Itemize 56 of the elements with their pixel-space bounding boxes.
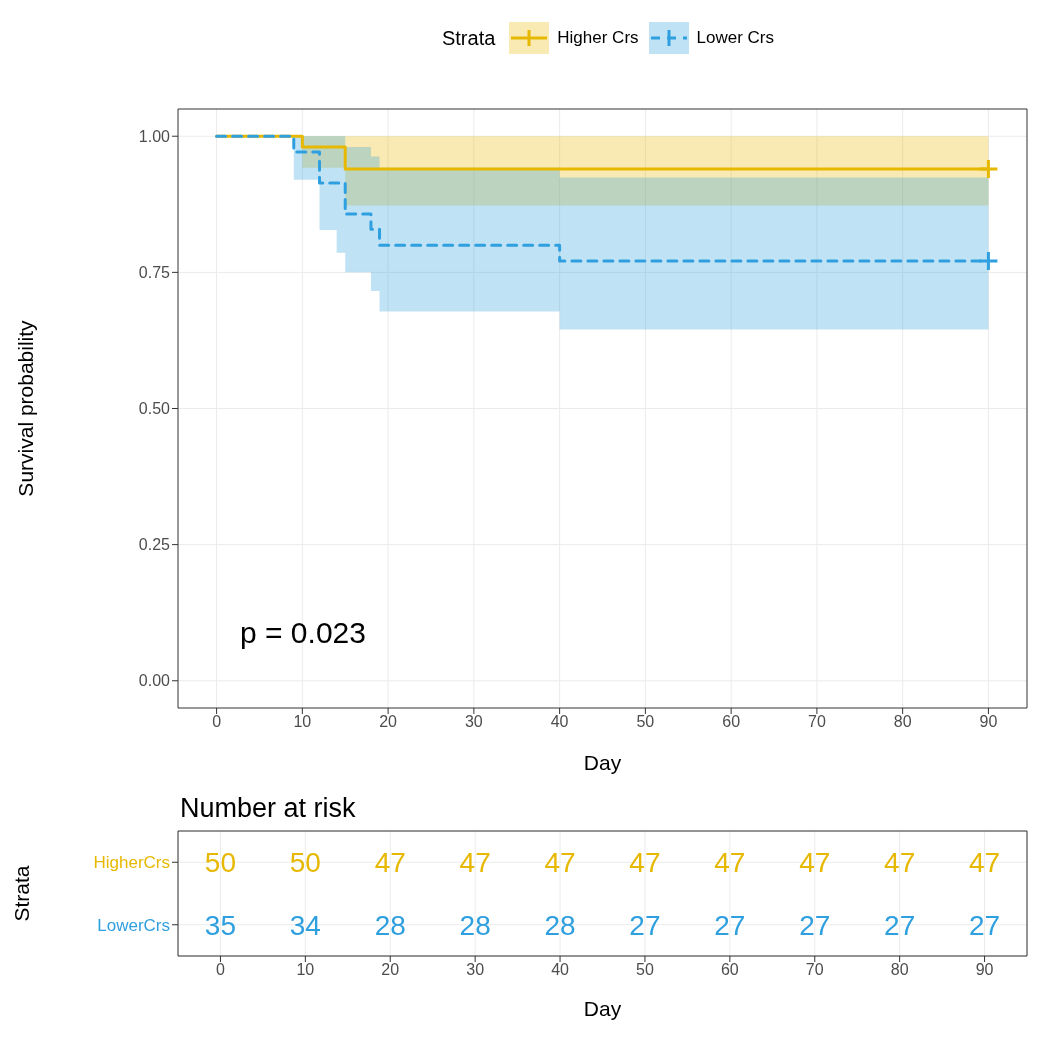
x-tick-label: 0 [212,713,222,731]
x-tick-label: 50 [636,961,654,979]
y-tick-label: 0.00 [138,672,171,690]
data-label: 28 [459,909,491,941]
x-tick-label: 40 [551,961,570,979]
y-axis-title: Survival probability [14,319,38,497]
data-label: 47 [884,847,916,879]
legend-label: Lower Crs [696,28,775,48]
legend-title: Strata [441,26,496,50]
data-label: 27 [968,909,1001,941]
x-tick-label: 30 [466,961,485,979]
x-tick-label: 80 [890,961,909,979]
y-tick-label: HigherCrs [93,853,170,873]
x-tick-label: 70 [805,961,824,979]
x-axis-title: Day [583,751,622,774]
data-label: 50 [289,847,321,879]
data-label: 47 [374,847,406,879]
data-label: 50 [204,847,237,879]
y-tick-label: LowerCrs [97,915,170,935]
annotation: p = 0.023 [240,616,366,650]
chart-title: Number at risk [179,792,357,825]
x-tick-label: 50 [636,713,655,731]
x-tick-label: 80 [893,713,912,731]
x-tick-label: 90 [979,713,998,731]
y-tick-label: 1.00 [138,127,171,145]
data-label: 27 [629,909,661,941]
x-tick-label: 20 [381,961,400,979]
data-label: 28 [544,909,576,941]
x-tick-label: 40 [550,713,569,731]
y-tick-label: 0.50 [138,400,171,418]
y-tick-label: 0.75 [138,264,171,282]
data-label: 47 [799,847,831,879]
x-tick-label: 60 [720,961,739,979]
x-tick-label: 10 [296,961,315,979]
legend-label: Higher Crs [557,28,639,48]
data-label: 27 [884,909,916,941]
data-label: 47 [714,847,746,879]
data-label: 27 [799,909,831,941]
data-label: 47 [544,847,576,879]
x-tick-label: 20 [379,713,398,731]
data-label: 28 [374,909,406,941]
x-tick-label: 10 [293,713,312,731]
data-label: 34 [289,909,321,941]
x-tick-label: 60 [722,713,741,731]
x-tick-label: 0 [216,961,225,979]
data-label: 47 [968,847,1001,879]
x-tick-label: 30 [464,713,483,731]
y-axis-title: Strata [10,865,34,922]
data-label: 47 [459,847,491,879]
x-tick-label: 70 [808,713,826,731]
data-label: 35 [204,909,237,941]
data-label: 27 [714,909,746,941]
y-tick-label: 0.25 [138,536,171,554]
x-axis-title: Day [583,997,622,1020]
x-tick-label: 90 [975,961,994,979]
data-label: 47 [629,847,661,879]
